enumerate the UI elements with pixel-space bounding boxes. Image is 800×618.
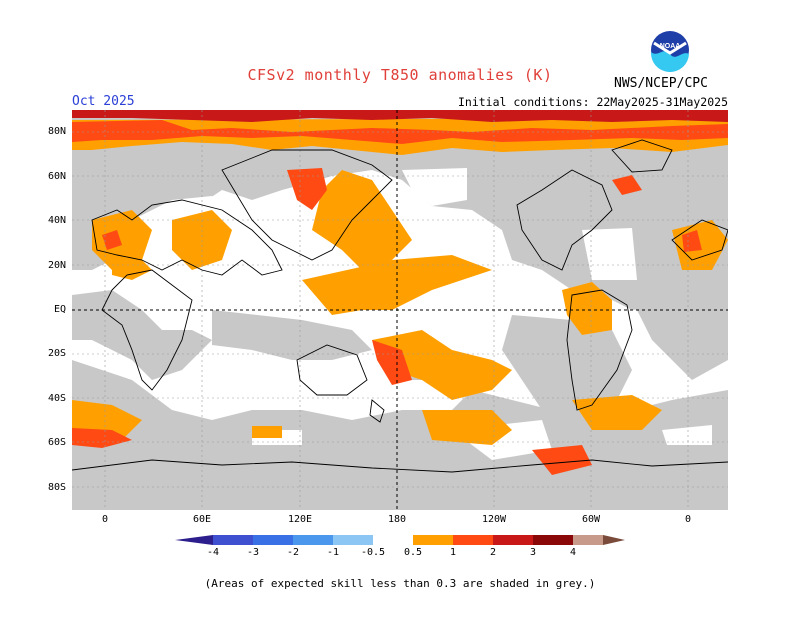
lat-label-60s: 60S	[47, 437, 66, 448]
lat-label-60n: 60N	[47, 171, 66, 182]
lat-label-20s: 20S	[47, 348, 66, 359]
forecast-month: Oct 2025	[72, 94, 135, 109]
colorbar	[175, 535, 625, 545]
colorbar-label: 3	[529, 547, 537, 558]
lon-label-60e: 60E	[192, 514, 212, 525]
colorbar-label: 4	[569, 547, 577, 558]
svg-text:NOAA: NOAA	[660, 43, 681, 50]
footnote: (Areas of expected skill less than 0.3 a…	[204, 577, 596, 590]
initial-conditions: Initial conditions: 22May2025-31May2025	[457, 95, 728, 109]
lat-label-40n: 40N	[47, 215, 66, 226]
colorbar-label: 0.5	[403, 547, 423, 558]
lat-label-80s: 80S	[47, 482, 66, 493]
noaa-logo: NOAA	[649, 29, 691, 72]
agency-label: NWS/NCEP/CPC	[614, 76, 708, 91]
lat-label-40s: 40S	[47, 393, 66, 404]
lat-label-20n: 20N	[47, 260, 66, 271]
lon-label-0: 0	[101, 514, 109, 525]
colorbar-label: 1	[449, 547, 457, 558]
colorbar-label: -1	[326, 547, 340, 558]
lon-label-120w: 120W	[481, 514, 507, 525]
lat-label-eq: EQ	[53, 304, 66, 315]
map-title: CFSv2 monthly T850 anomalies (K)	[247, 66, 553, 84]
lon-label-0-east: 0	[684, 514, 692, 525]
colorbar-label: -4	[206, 547, 220, 558]
lon-label-180: 180	[387, 514, 407, 525]
anomaly-map	[72, 110, 728, 510]
anomaly-1-2	[72, 120, 728, 475]
coastlines	[72, 139, 728, 473]
anomaly-2-3	[72, 110, 728, 122]
colorbar-label: -0.5	[360, 547, 386, 558]
lat-label-80n: 80N	[47, 126, 66, 137]
colorbar-label: 2	[489, 547, 497, 558]
colorbar-label: -2	[286, 547, 300, 558]
lon-label-120e: 120E	[287, 514, 313, 525]
colorbar-label: -3	[246, 547, 260, 558]
lon-label-60w: 60W	[581, 514, 601, 525]
